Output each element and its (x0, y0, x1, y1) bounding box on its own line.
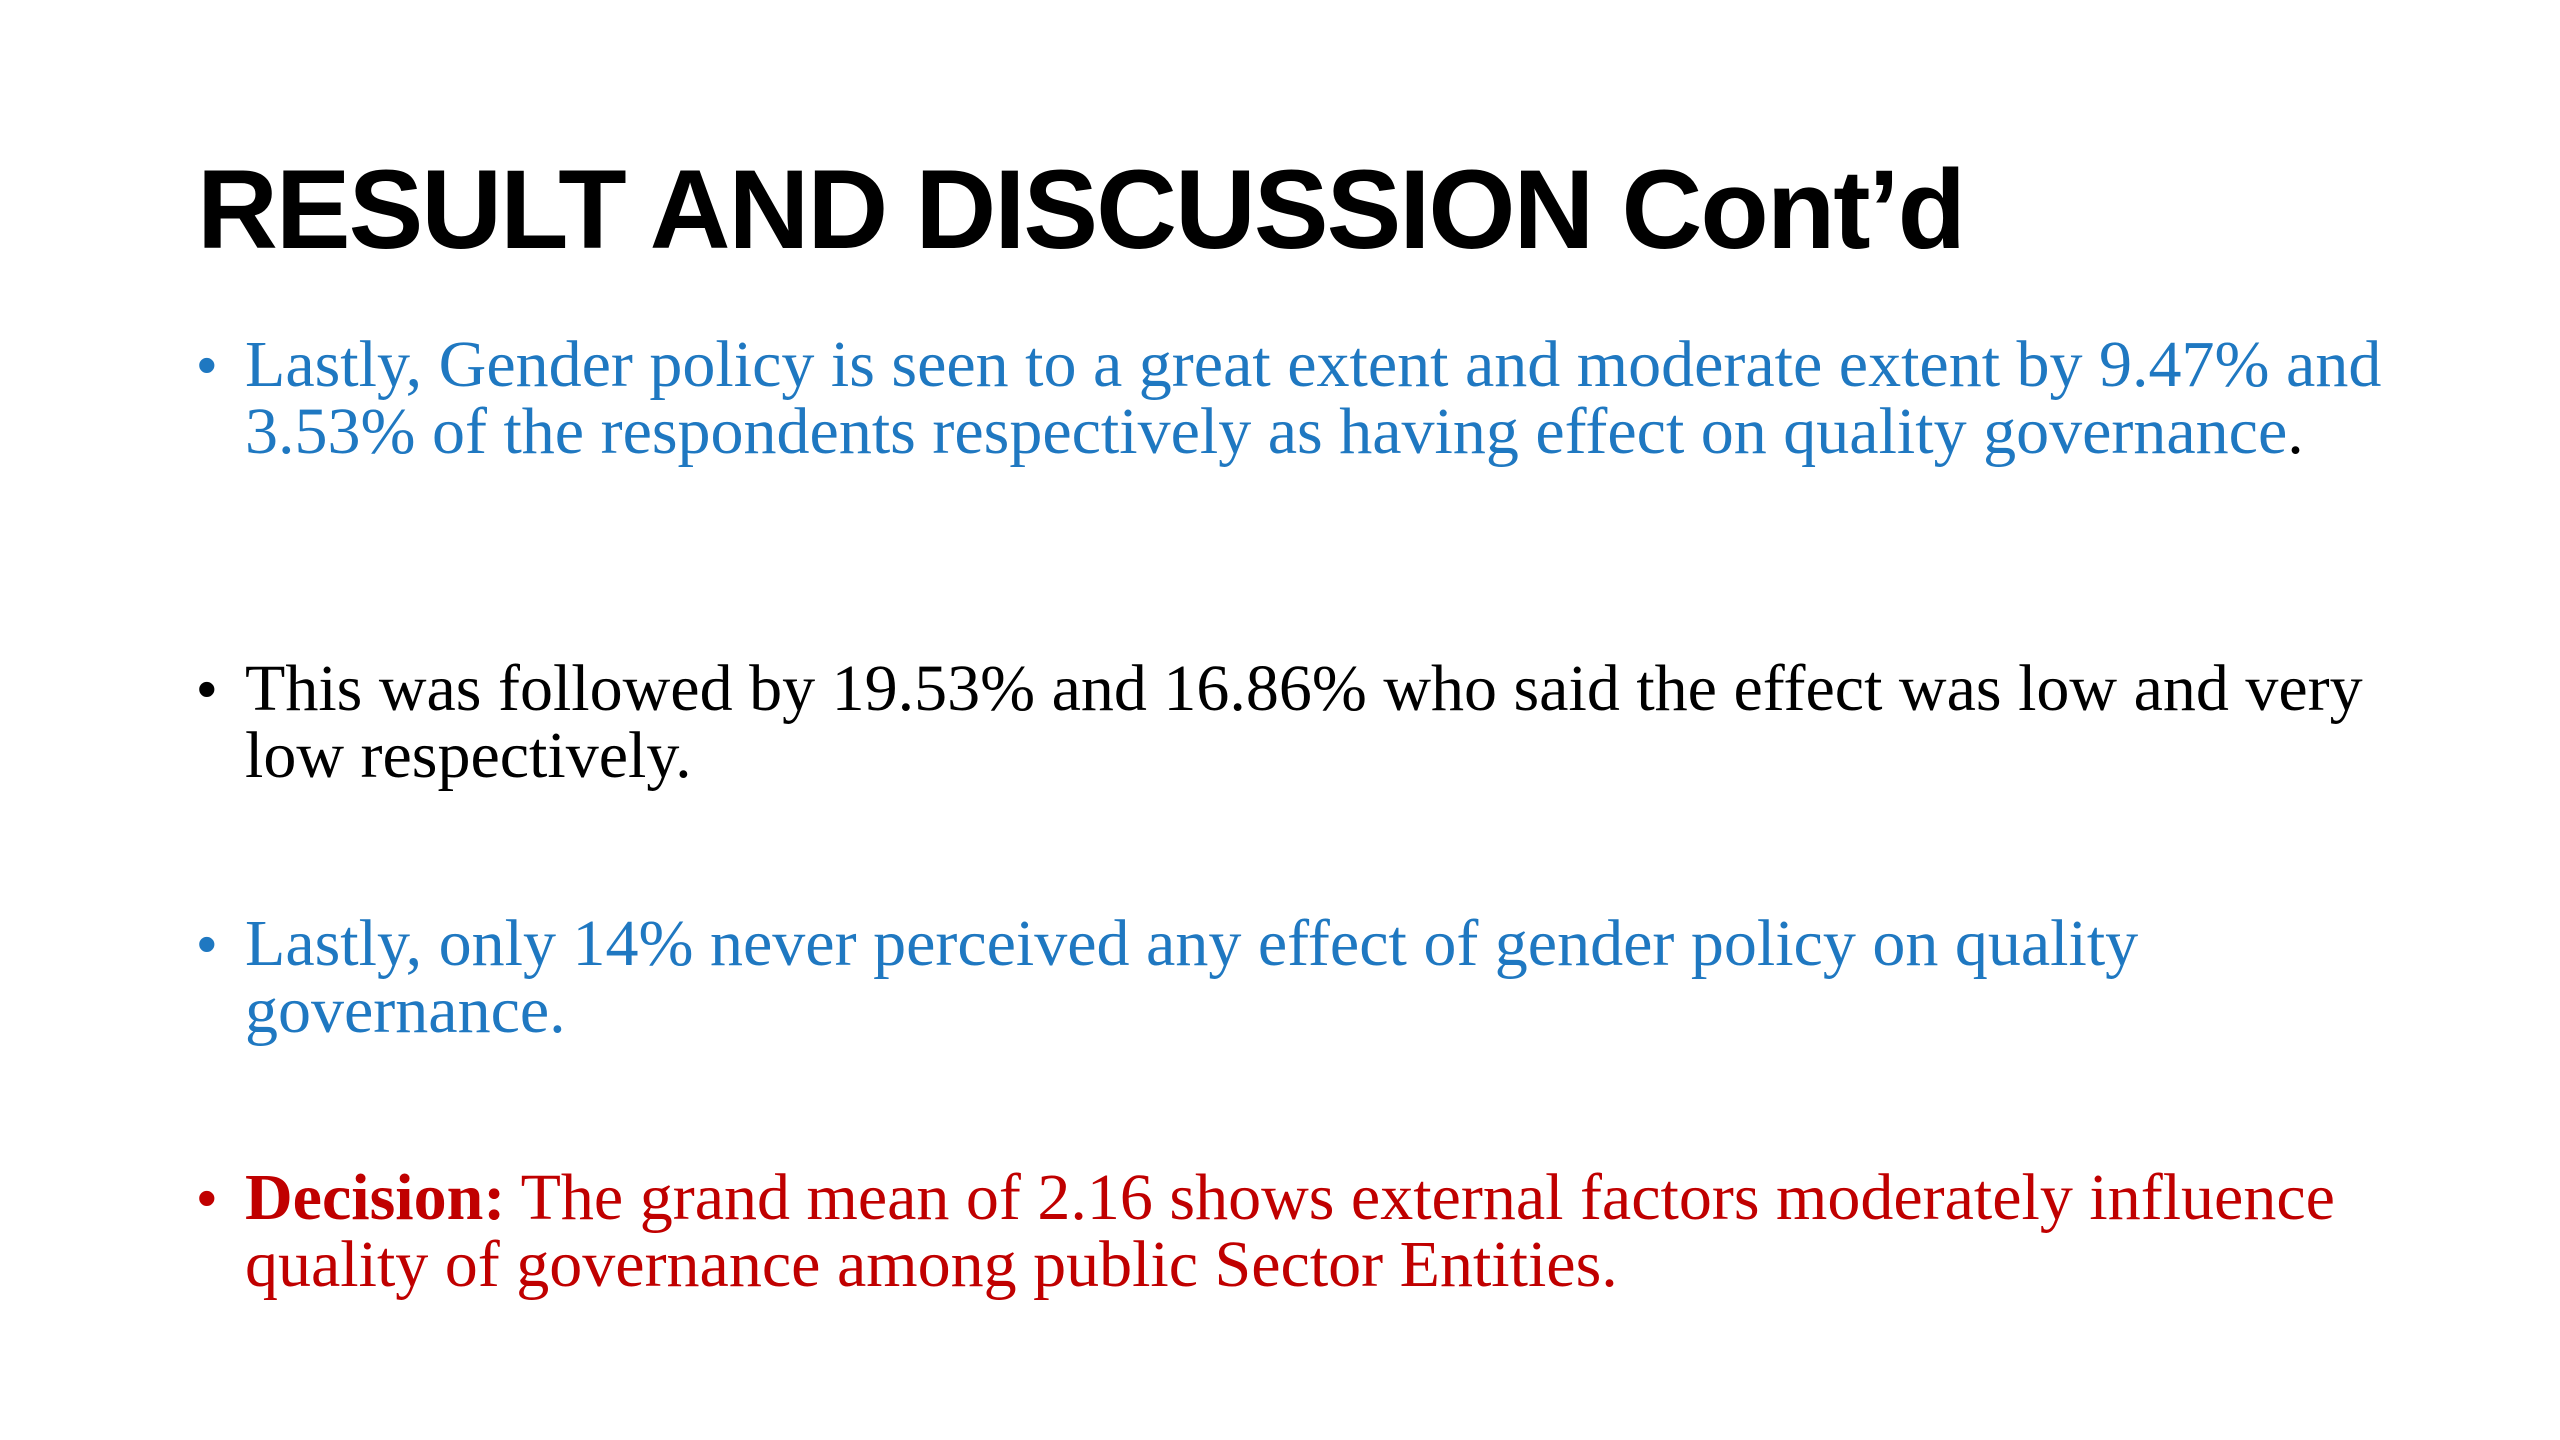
bullet-item-low-effect: • This was followed by 19.53% and 16.86%… (197, 655, 2437, 789)
slide-title: RESULT AND DISCUSSION Cont’d (197, 147, 1966, 272)
bullet-dot-icon: • (197, 912, 217, 975)
bullet-text: Lastly, Gender policy is seen to a great… (245, 331, 2437, 465)
bullet-item-no-effect: • Lastly, only 14% never perceived any e… (197, 910, 2437, 1044)
bullet-text: Decision: The grand mean of 2.16 shows e… (245, 1164, 2437, 1298)
bullet-item-gender-policy-extent: • Lastly, Gender policy is seen to a gre… (197, 331, 2437, 465)
bullet-dot-icon: • (197, 657, 217, 720)
bullet-text: Lastly, only 14% never perceived any eff… (245, 907, 2139, 1047)
bullet-text-body: Lastly, Gender policy is seen to a great… (245, 328, 2382, 468)
decision-text: The grand mean of 2.16 shows external fa… (245, 1161, 2335, 1301)
bullet-item-decision: • Decision: The grand mean of 2.16 shows… (197, 1164, 2437, 1298)
bullet-text-period: . (2287, 395, 2304, 468)
decision-label: Decision: (245, 1161, 506, 1234)
bullet-dot-icon: • (197, 1166, 217, 1229)
bullet-dot-icon: • (197, 333, 217, 396)
bullet-text: This was followed by 19.53% and 16.86% w… (245, 652, 2363, 792)
